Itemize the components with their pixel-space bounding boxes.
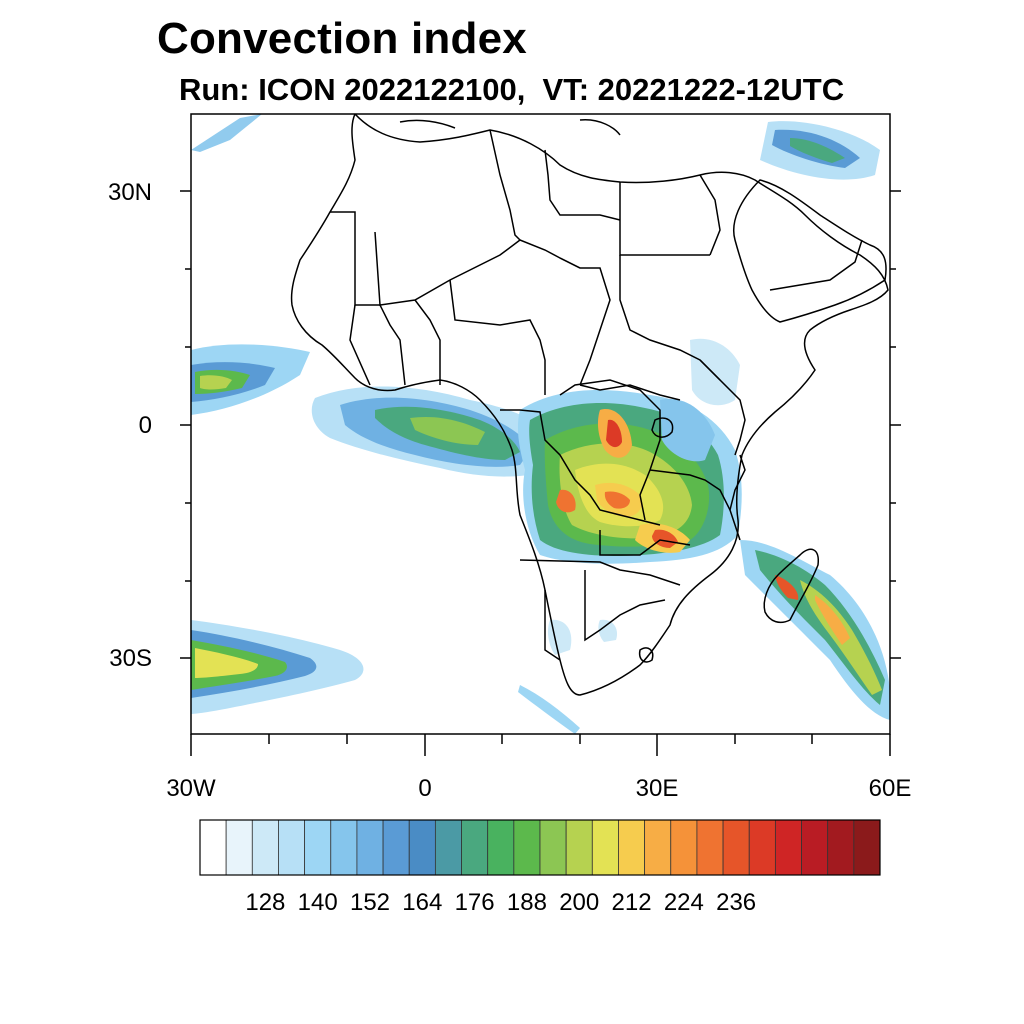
plot-title: Convection index: [157, 14, 527, 63]
colorbar-swatch: [408, 819, 436, 876]
lat-label-0: 0: [138, 412, 152, 439]
map-frame: [190, 113, 891, 735]
lon-ticks: [190, 734, 891, 756]
colorbar-swatch: [461, 819, 489, 876]
lon-label-0: 0: [418, 775, 432, 802]
colorbar-tick-label: 188: [506, 889, 547, 916]
colorbar-tick-label: 200: [559, 889, 600, 916]
colorbar-swatch: [304, 819, 332, 876]
colorbar-swatch: [330, 819, 358, 876]
colorbar-frame: [199, 819, 881, 876]
colorbar-swatch: [670, 819, 698, 876]
colorbar-swatch: [748, 819, 776, 876]
lat-label-30s: 30S: [109, 645, 152, 672]
colorbar-tick-label: 128: [245, 889, 286, 916]
colorbar-tick-label: 140: [297, 889, 338, 916]
colorbar-swatch: [853, 819, 881, 876]
colorbar-tick-label: 176: [454, 889, 495, 916]
colorbar-swatch: [434, 819, 462, 876]
colorbar-swatch: [225, 819, 253, 876]
colorbar-swatch: [722, 819, 750, 876]
lat-ticks: [180, 190, 901, 659]
colorbar-swatch: [278, 819, 306, 876]
colorbar-tick-label: 224: [663, 889, 704, 916]
colorbar-tick-label: 164: [402, 889, 443, 916]
lon-label-60e: 60E: [868, 775, 912, 802]
colorbar-swatch: [696, 819, 724, 876]
colorbar: [199, 819, 881, 876]
colorbar-swatch: [801, 819, 829, 876]
run-info: Run: ICON 2022122100, VT: 20221222-12UTC: [179, 72, 845, 107]
colorbar-tick-label: 152: [349, 889, 391, 916]
lon-label-30w: 30W: [166, 775, 216, 802]
colorbar-swatch: [591, 819, 619, 876]
colorbar-swatch: [827, 819, 855, 876]
colorbar-swatch: [644, 819, 672, 876]
colorbar-swatch: [539, 819, 567, 876]
colorbar-swatch: [565, 819, 593, 876]
colorbar-swatch: [487, 819, 515, 876]
colorbar-swatch: [251, 819, 279, 876]
colorbar-swatch: [618, 819, 646, 876]
colorbar-swatch: [199, 819, 227, 876]
lat-label-30n: 30N: [107, 179, 152, 206]
colorbar-swatch: [513, 819, 541, 876]
colorbar-tick-label: 212: [611, 889, 652, 916]
colorbar-swatch: [382, 819, 410, 876]
colorbar-swatch: [356, 819, 384, 876]
colorbar-tick-label: 236: [716, 889, 757, 916]
lon-label-30e: 30E: [635, 775, 679, 802]
colorbar-swatch: [774, 819, 802, 876]
convection-field: [191, 114, 890, 734]
country-borders: [290, 114, 889, 696]
